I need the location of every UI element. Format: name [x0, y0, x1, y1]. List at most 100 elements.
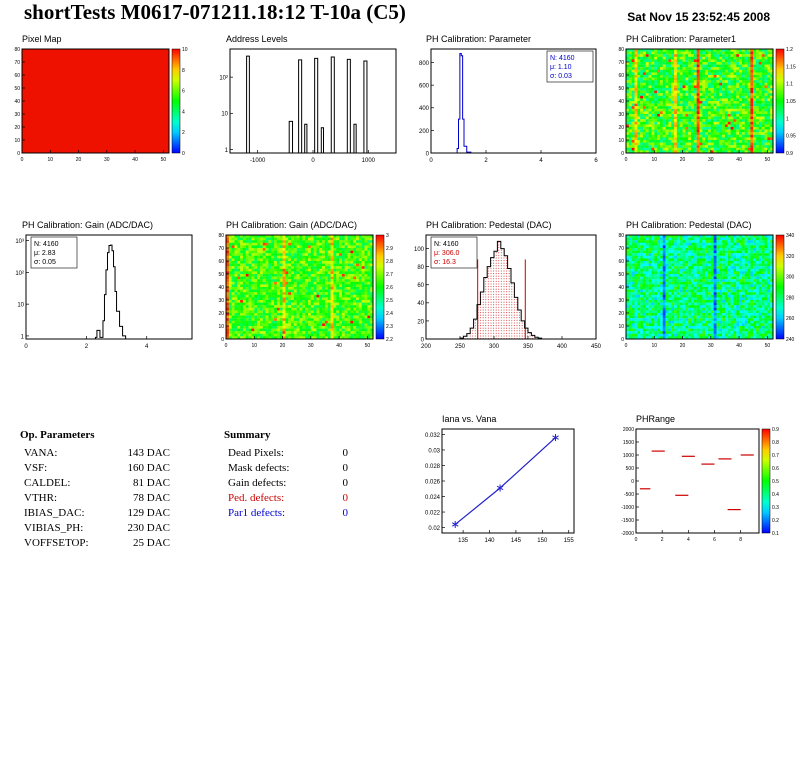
svg-text:0: 0 [24, 344, 28, 350]
parameter-value: 25 DAC [133, 537, 170, 549]
panel-ph-range: PHRange 0 2 4 6 8 2000 1500 1000 500 0 -500 -1000 -1… [612, 414, 796, 547]
panel-ph-parameter: PH Calibration: Parameter 0 2 4 6 0 200 400 600… [412, 34, 612, 167]
svg-text:50: 50 [765, 157, 771, 163]
summary-label: Dead Pixels: [228, 447, 284, 459]
svg-text:2: 2 [182, 130, 185, 136]
svg-text:450: 450 [591, 344, 602, 350]
svg-text:2.7: 2.7 [386, 272, 393, 278]
svg-text:10²: 10² [15, 271, 24, 277]
ph-parameter1-map-chart: 0 10 20 30 40 50 0 10 20 30 40 50 60 70 80 1.2 1.15 1.1 1.… [618, 47, 796, 163]
panel-pedestal-map: PH Calibration: Pedestal (DAC) 0 10 20 30 40… [612, 220, 796, 353]
summary-row: Mask defects: 0 [224, 461, 348, 476]
pedestal-hist-chart: 200 250 300 350 400 450 0 20 40 60 80 100 N: 4160 μ: … [414, 234, 602, 350]
svg-text:40: 40 [736, 157, 742, 163]
svg-text:2.5: 2.5 [386, 298, 393, 304]
summary-label: Par1 defects: [228, 507, 286, 519]
iana-vana-title: Iana vs. Vana [442, 414, 497, 424]
svg-text:1: 1 [225, 148, 229, 154]
svg-text:10: 10 [218, 324, 224, 330]
svg-text:40: 40 [132, 157, 138, 163]
summary-row: Gain defects: 0 [224, 476, 348, 491]
svg-text:σ: 0.05: σ: 0.05 [34, 259, 56, 266]
svg-text:40: 40 [14, 99, 20, 105]
op-parameters-heading: Op. Parameters [20, 429, 95, 441]
svg-text:6: 6 [594, 158, 598, 164]
svg-text:40: 40 [218, 285, 224, 291]
ph-parameter1-map-title: PH Calibration: Parameter1 [626, 34, 737, 44]
svg-text:N: 4160: N: 4160 [34, 241, 59, 248]
parameter-label: IBIAS_DAC: [24, 507, 85, 519]
svg-text:μ: 306.0: μ: 306.0 [434, 250, 460, 257]
op-parameters-block: Op. Parameters VANA: 143 DAC VSF: 160 DA… [20, 429, 170, 551]
svg-text:8: 8 [182, 68, 185, 74]
svg-text:60: 60 [218, 259, 224, 265]
svg-text:80: 80 [14, 47, 20, 53]
svg-text:70: 70 [14, 60, 20, 66]
parameter-row: VIBIAS_PH: 230 DAC [20, 521, 170, 536]
svg-text:800: 800 [419, 61, 430, 67]
svg-text:10³: 10³ [15, 239, 24, 245]
svg-text:80: 80 [618, 47, 624, 53]
svg-text:10: 10 [182, 47, 188, 53]
svg-text:1.1: 1.1 [786, 82, 793, 88]
svg-text:40: 40 [336, 343, 342, 349]
svg-text:60: 60 [618, 73, 624, 79]
parameter-value: 160 DAC [127, 462, 170, 474]
page-title: shortTests M0617-071211.18:12 T-10a (C5) [24, 0, 406, 24]
svg-text:10: 10 [47, 157, 53, 163]
svg-text:0: 0 [182, 151, 185, 157]
svg-text:30: 30 [308, 343, 314, 349]
svg-text:400: 400 [419, 106, 430, 112]
svg-text:0: 0 [21, 157, 24, 163]
svg-text:-1000: -1000 [250, 158, 266, 164]
parameter-label: VSF: [24, 462, 48, 474]
summary-row: Par1 defects: 0 [224, 506, 348, 521]
svg-text:2.6: 2.6 [386, 285, 393, 291]
svg-text:N: 4160: N: 4160 [550, 55, 575, 62]
summary-row: Dead Pixels: 0 [224, 446, 348, 461]
pixel-map-title: Pixel Map [22, 34, 62, 44]
address-levels-chart: -1000 0 1000 1 10 10² [219, 48, 397, 164]
pedestal-hist-title: PH Calibration: Pedestal (DAC) [426, 220, 552, 230]
parameter-value: 230 DAC [127, 522, 170, 534]
parameter-row: VTHR: 78 DAC [20, 491, 170, 506]
summary-label: Ped. defects: [228, 492, 285, 504]
svg-text:0: 0 [17, 151, 20, 157]
svg-text:20: 20 [680, 157, 686, 163]
svg-text:0.9: 0.9 [786, 151, 793, 157]
svg-text:50: 50 [618, 86, 624, 92]
svg-text:20: 20 [14, 125, 20, 131]
svg-text:2.9: 2.9 [386, 246, 393, 252]
svg-text:10: 10 [618, 138, 624, 144]
svg-text:20: 20 [280, 343, 286, 349]
parameter-label: CALDEL: [24, 477, 71, 489]
svg-text:30: 30 [708, 157, 714, 163]
parameter-row: VSF: 160 DAC [20, 461, 170, 476]
summary-value: 0 [342, 477, 349, 489]
svg-text:250: 250 [455, 344, 466, 350]
summary-value: 0 [342, 447, 349, 459]
svg-text:0: 0 [429, 158, 433, 164]
svg-text:0: 0 [621, 151, 624, 157]
parameter-label: VIBIAS_PH: [24, 522, 84, 534]
svg-text:80: 80 [218, 233, 224, 239]
svg-text:70: 70 [618, 60, 624, 66]
svg-text:70: 70 [218, 246, 224, 252]
svg-text:20: 20 [218, 311, 224, 317]
svg-text:40: 40 [417, 301, 424, 307]
parameter-value: 81 DAC [133, 477, 170, 489]
svg-text:60: 60 [14, 73, 20, 79]
svg-text:50: 50 [365, 343, 371, 349]
svg-text:600: 600 [419, 84, 430, 90]
svg-text:200: 200 [419, 129, 430, 135]
svg-text:N: 4160: N: 4160 [434, 241, 459, 248]
svg-text:400: 400 [557, 344, 568, 350]
svg-text:0: 0 [311, 158, 315, 164]
summary-list: Dead Pixels: 0 Mask defects: 0 Gain defe… [224, 446, 348, 521]
svg-text:20: 20 [76, 157, 82, 163]
op-parameters-list: VANA: 143 DAC VSF: 160 DAC CALDEL: 81 DA… [20, 446, 170, 551]
panel-pixel-map: Pixel Map 0 10 20 30 40 50 0 10 20 30 40 50 60 70 80 10… [8, 34, 208, 167]
parameter-row: CALDEL: 81 DAC [20, 476, 170, 491]
svg-text:350: 350 [523, 344, 534, 350]
